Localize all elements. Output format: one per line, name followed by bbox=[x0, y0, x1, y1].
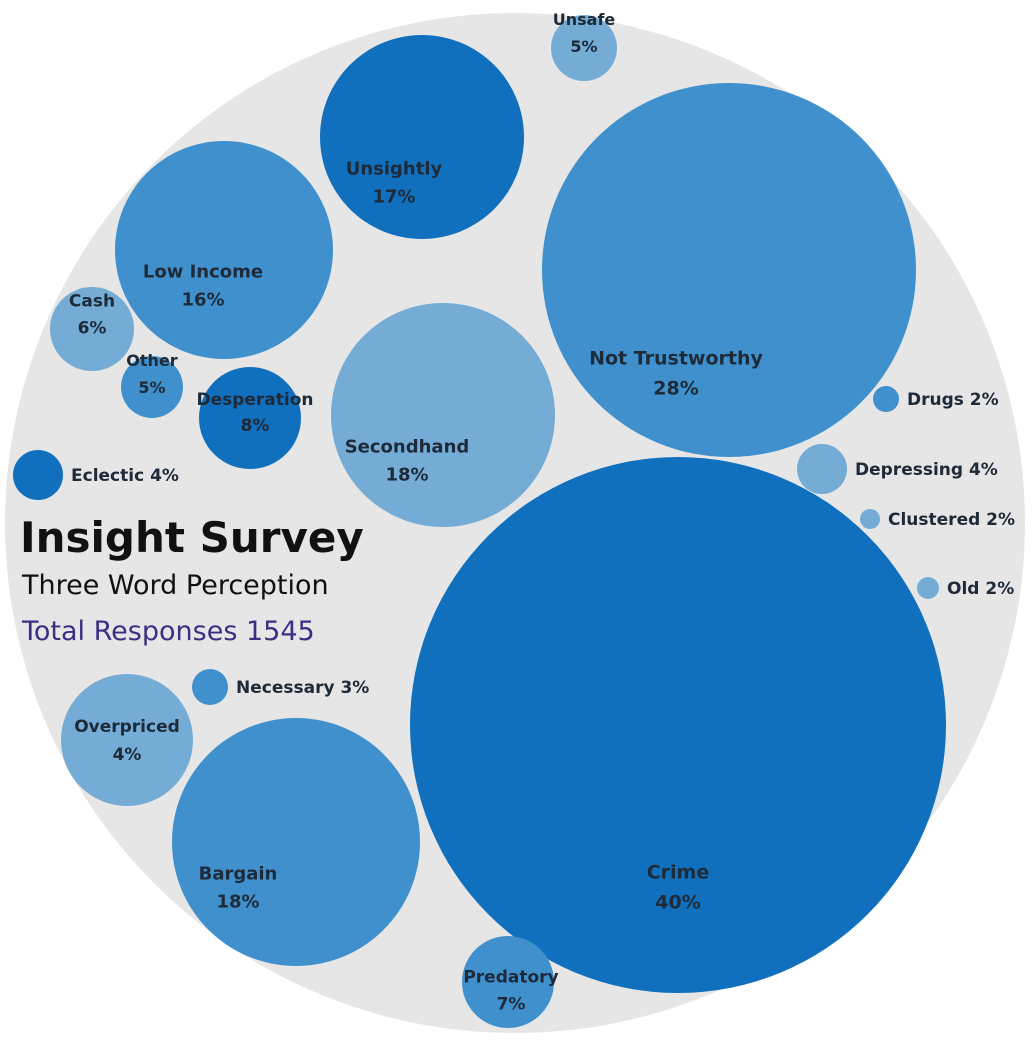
bubble-label-overpriced: Overpriced bbox=[74, 717, 180, 737]
bubble-value-bargain: 18% bbox=[216, 891, 259, 912]
bubble-label-low-income: Low Income bbox=[143, 261, 263, 282]
chart-title: Insight Survey bbox=[20, 513, 364, 562]
bubble-label-old: Old 2% bbox=[947, 579, 1014, 599]
bubble-secondhand bbox=[331, 303, 555, 527]
bubble-label-secondhand: Secondhand bbox=[345, 436, 470, 457]
bubble-value-unsightly: 17% bbox=[372, 186, 415, 207]
bubble-value-other: 5% bbox=[138, 378, 165, 397]
title-block: Insight Survey Three Word Perception Tot… bbox=[20, 513, 364, 647]
bubble-eclectic bbox=[13, 450, 63, 500]
bubble-value-low-income: 16% bbox=[181, 289, 224, 310]
bubble-value-predatory: 7% bbox=[497, 994, 526, 1014]
bubble-label-unsafe: Unsafe bbox=[553, 10, 616, 29]
bubble-low-income bbox=[115, 141, 333, 359]
bubble-not-trustworthy bbox=[542, 83, 916, 457]
bubble-value-desperation: 8% bbox=[241, 416, 270, 436]
bubble-bargain bbox=[172, 718, 420, 966]
bubble-label-depressing: Depressing 4% bbox=[855, 460, 998, 480]
bubble-label-crime: Crime bbox=[647, 862, 710, 884]
bubble-label-bargain: Bargain bbox=[199, 863, 278, 884]
bubble-necessary bbox=[192, 669, 228, 705]
bubble-value-not-trustworthy: 28% bbox=[653, 378, 698, 400]
bubble-label-eclectic: Eclectic 4% bbox=[71, 466, 179, 486]
chart-subtitle: Three Word Perception bbox=[21, 570, 329, 601]
bubble-drugs bbox=[873, 386, 899, 412]
bubble-label-other: Other bbox=[126, 351, 177, 370]
bubble-label-necessary: Necessary 3% bbox=[236, 678, 369, 698]
bubble-predatory bbox=[462, 936, 554, 1028]
total-responses: Total Responses 1545 bbox=[21, 616, 315, 647]
bubble-cash bbox=[50, 287, 134, 371]
bubble-depressing bbox=[797, 444, 847, 494]
bubble-label-unsightly: Unsightly bbox=[346, 158, 443, 179]
bubble-desperation bbox=[199, 367, 301, 469]
bubble-value-unsafe: 5% bbox=[570, 37, 597, 56]
bubble-value-crime: 40% bbox=[655, 892, 700, 914]
bubbles-group: Crime 40% Not Trustworthy 28% Secondhand 18% B… bbox=[13, 10, 1015, 1028]
bubble-old bbox=[917, 577, 939, 599]
bubble-value-overpriced: 4% bbox=[113, 745, 142, 765]
bubble-unsightly bbox=[320, 35, 524, 239]
bubble-other bbox=[121, 356, 183, 418]
bubble-label-clustered: Clustered 2% bbox=[888, 510, 1015, 530]
bubble-label-desperation: Desperation bbox=[196, 390, 313, 410]
bubble-overpriced bbox=[61, 674, 193, 806]
bubble-unsafe bbox=[551, 15, 617, 81]
bubble-value-cash: 6% bbox=[78, 318, 107, 338]
bubble-crime bbox=[410, 457, 946, 993]
bubble-label-not-trustworthy: Not Trustworthy bbox=[589, 348, 763, 370]
bubble-label-cash: Cash bbox=[69, 291, 115, 311]
bubble-label-predatory: Predatory bbox=[463, 967, 558, 987]
bubble-clustered bbox=[860, 509, 880, 529]
bubble-label-drugs: Drugs 2% bbox=[907, 390, 999, 410]
bubble-value-secondhand: 18% bbox=[385, 464, 428, 485]
